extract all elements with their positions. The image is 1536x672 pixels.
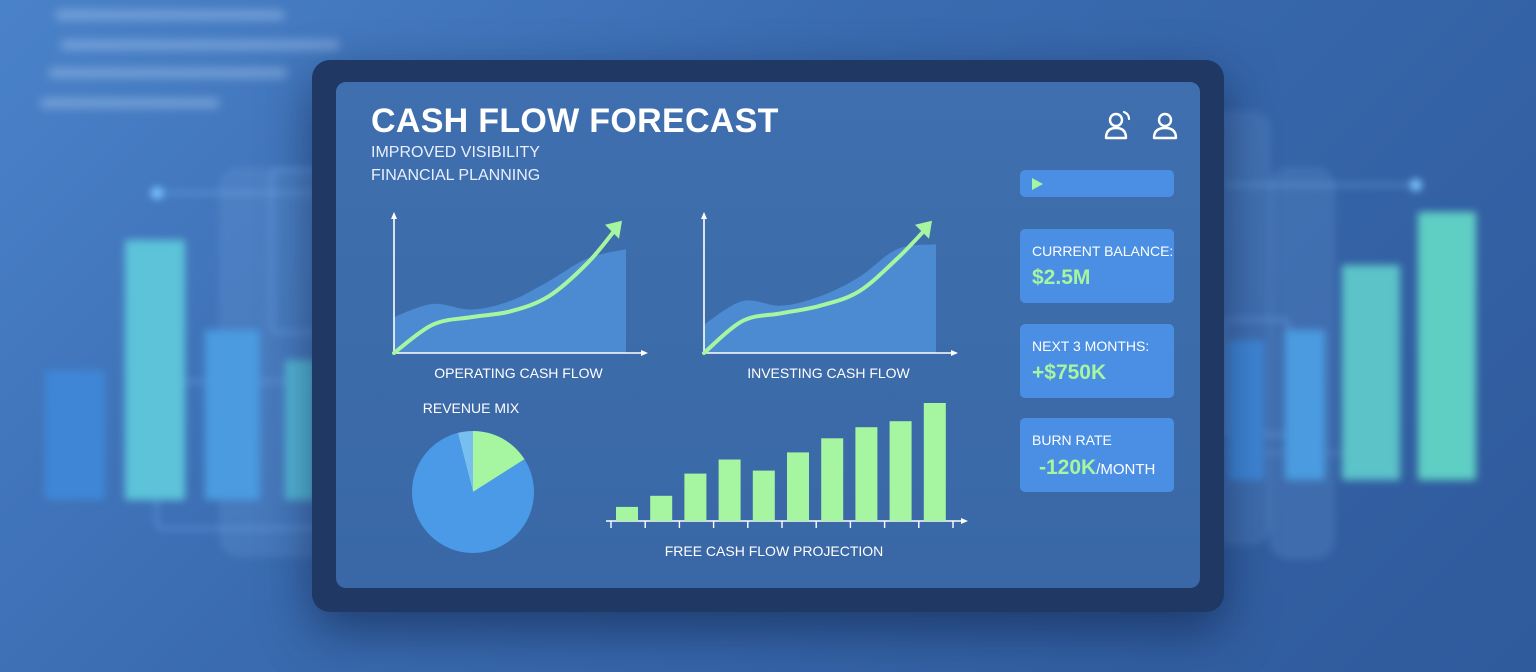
operating-trend-arrowhead <box>605 220 622 239</box>
user-share-icon[interactable] <box>1103 109 1133 141</box>
investing-x-arrow <box>951 350 958 356</box>
operating-x-arrow <box>641 350 648 356</box>
bg-bar <box>45 370 105 500</box>
pie-slice-light-blue <box>457 430 473 492</box>
free-cash-flow-bar-chart <box>606 403 968 528</box>
revenue-mix-label: REVENUE MIX <box>422 400 520 416</box>
burn-rate-unit: /MONTH <box>1096 461 1156 478</box>
revenue-mix-pie-chart <box>411 430 534 553</box>
bar-1 <box>616 506 638 521</box>
investing-cash-flow-label: INVESTING CASH FLOW <box>747 365 910 381</box>
bar-9 <box>889 421 912 521</box>
bar-5 <box>752 470 775 521</box>
bg-text-line <box>60 40 340 50</box>
bg-connector-line <box>158 192 318 194</box>
investing-area-series <box>704 244 936 353</box>
bg-bar <box>205 330 260 500</box>
operating-cash-flow-chart <box>391 212 648 356</box>
bg-bar <box>1285 330 1325 480</box>
burn-rate-label: BURN RATE <box>1032 432 1112 448</box>
investing-trend-line <box>702 226 928 355</box>
bg-bar <box>1418 212 1476 480</box>
page-title: CASH FLOW FORECAST <box>371 102 779 140</box>
next-months-label: NEXT 3 MONTHS: <box>1032 338 1150 354</box>
bar-4 <box>718 459 741 521</box>
play-button[interactable] <box>1020 170 1174 197</box>
current-balance-label: CURRENT BALANCE: <box>1032 243 1174 259</box>
bg-bar <box>285 360 315 500</box>
bg-text-line <box>55 10 285 20</box>
investing-y-arrow <box>701 212 707 219</box>
burn-rate-value: -120K <box>1039 456 1097 479</box>
bar-x-arrow <box>961 518 968 524</box>
operating-trend-line <box>392 226 618 355</box>
bg-node-dot <box>1410 179 1422 191</box>
bar-3 <box>684 473 707 521</box>
bg-text-line <box>40 98 220 108</box>
operating-y-arrow <box>391 212 397 219</box>
bar-8 <box>855 427 878 521</box>
current-balance-card: CURRENT BALANCE: $2.5M <box>1020 229 1174 303</box>
bg-bar <box>125 240 185 500</box>
bg-node-dot <box>151 187 163 199</box>
bg-text-line <box>48 68 288 78</box>
next-months-card: NEXT 3 MONTHS: +$750K <box>1020 324 1174 398</box>
burn-rate-value-row: -120K/MONTH <box>1039 456 1155 480</box>
bar-2 <box>650 495 673 521</box>
investing-cash-flow-chart <box>701 212 958 356</box>
bar-6 <box>787 452 809 521</box>
investing-trend-arrowhead <box>915 220 932 239</box>
subtitle-visibility: IMPROVED VISIBILITY <box>371 144 540 161</box>
subtitle-planning: FINANCIAL PLANNING <box>371 167 541 184</box>
dashboard-screen: CASH FLOW FORECAST IMPROVED VISIBILITY F… <box>336 82 1200 588</box>
bar-10 <box>923 403 946 521</box>
pie-slice-green <box>473 431 525 492</box>
user-icon[interactable] <box>1150 109 1180 141</box>
bg-bar <box>1228 340 1264 480</box>
next-months-value: +$750K <box>1032 361 1107 384</box>
current-balance-value: $2.5M <box>1032 266 1091 289</box>
operating-area-series <box>394 249 626 353</box>
dashboard-device: CASH FLOW FORECAST IMPROVED VISIBILITY F… <box>312 60 1224 612</box>
burn-rate-card: BURN RATE -120K/MONTH <box>1020 418 1174 492</box>
bar-7 <box>821 438 844 521</box>
free-cash-flow-label: FREE CASH FLOW PROJECTION <box>664 543 884 559</box>
play-icon <box>1032 178 1043 190</box>
bg-bar <box>1342 265 1400 480</box>
pie-slice-blue <box>411 432 534 553</box>
operating-cash-flow-label: OPERATING CASH FLOW <box>434 365 603 381</box>
